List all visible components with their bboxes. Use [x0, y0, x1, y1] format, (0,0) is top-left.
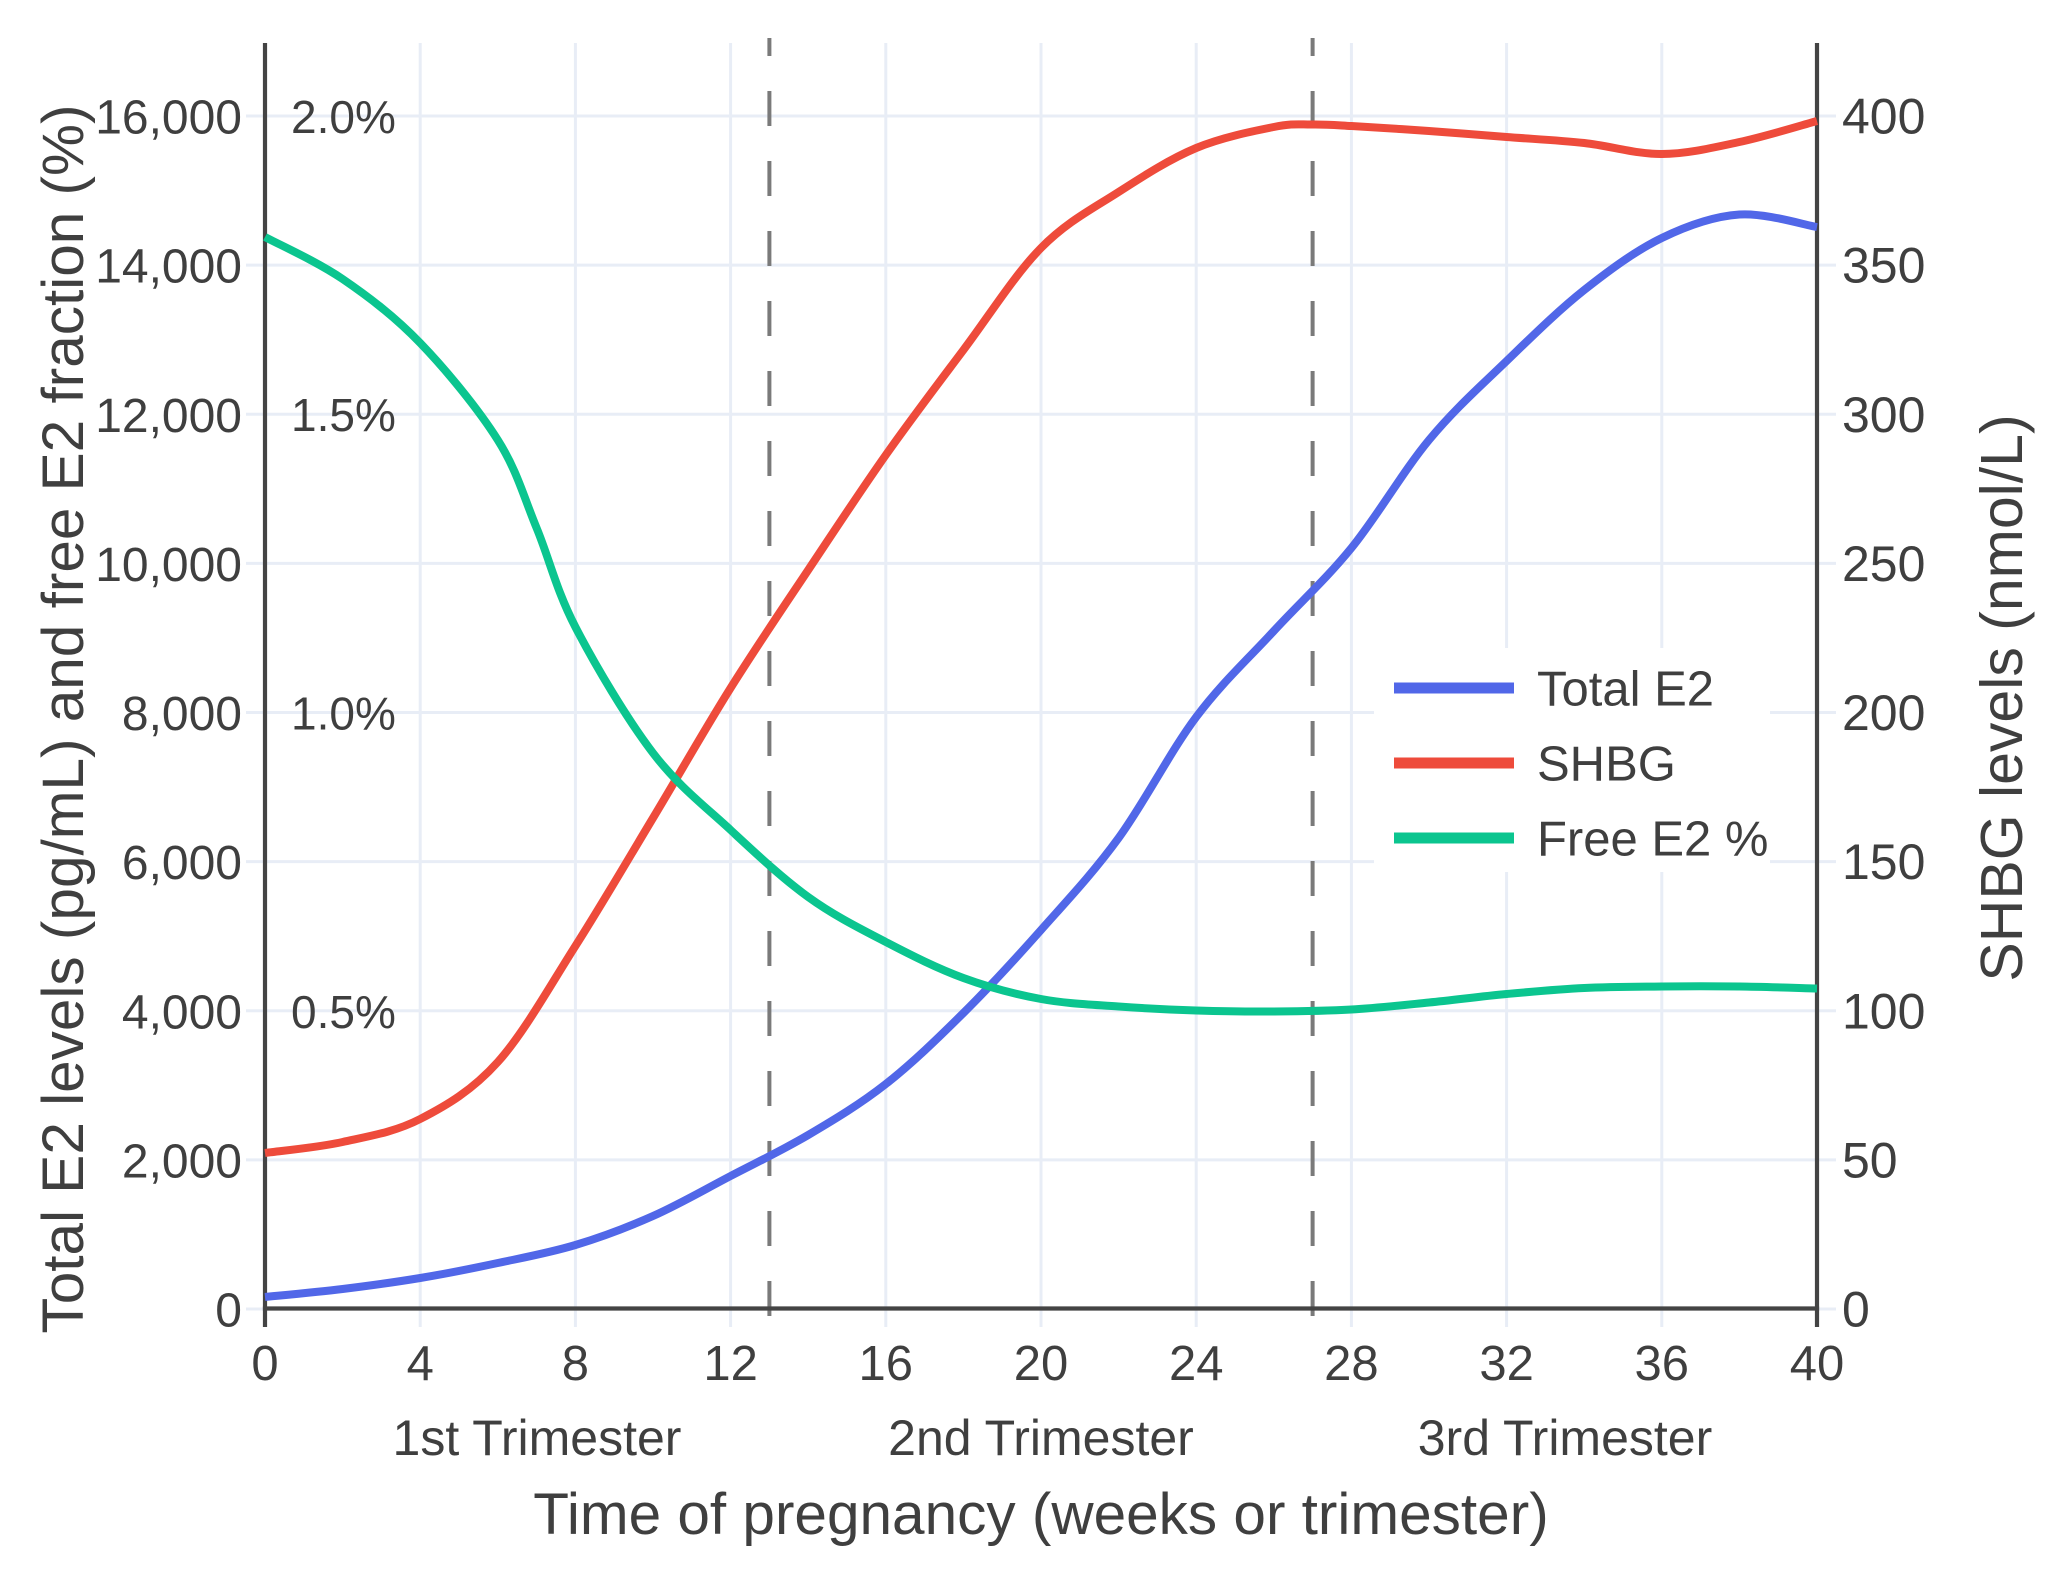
svg-text:32: 32	[1479, 1337, 1534, 1391]
svg-text:350: 350	[1842, 238, 1925, 294]
svg-text:300: 300	[1842, 387, 1925, 443]
svg-text:2,000: 2,000	[122, 1136, 242, 1189]
svg-text:250: 250	[1842, 536, 1925, 592]
svg-text:3rd Trimester: 3rd Trimester	[1418, 1410, 1713, 1466]
svg-text:12,000: 12,000	[95, 390, 242, 443]
svg-text:1.0%: 1.0%	[291, 688, 396, 740]
svg-text:400: 400	[1842, 89, 1925, 145]
svg-text:150: 150	[1842, 834, 1925, 890]
svg-text:Free E2 %: Free E2 %	[1537, 813, 1768, 867]
svg-text:16,000: 16,000	[95, 92, 242, 145]
svg-text:2.0%: 2.0%	[291, 91, 396, 143]
svg-text:Total E2 levels (pg/mL) and fr: Total E2 levels (pg/mL) and free E2 frac…	[31, 104, 96, 1333]
svg-text:Time of pregnancy (weeks or tr: Time of pregnancy (weeks or trimester)	[533, 1482, 1548, 1547]
svg-text:Total E2: Total E2	[1537, 663, 1714, 717]
svg-text:0.5%: 0.5%	[291, 986, 396, 1038]
svg-text:1.5%: 1.5%	[291, 389, 396, 441]
svg-text:6,000: 6,000	[122, 837, 242, 890]
svg-text:4,000: 4,000	[122, 986, 242, 1039]
svg-text:12: 12	[703, 1337, 758, 1391]
svg-text:24: 24	[1169, 1337, 1224, 1391]
svg-text:20: 20	[1014, 1337, 1069, 1391]
svg-text:36: 36	[1635, 1337, 1690, 1391]
svg-text:2nd Trimester: 2nd Trimester	[888, 1410, 1194, 1466]
svg-text:100: 100	[1842, 983, 1925, 1039]
svg-text:8: 8	[562, 1337, 589, 1391]
svg-text:1st Trimester: 1st Trimester	[393, 1410, 682, 1466]
svg-text:0: 0	[251, 1337, 278, 1391]
svg-text:50: 50	[1842, 1133, 1898, 1189]
svg-text:4: 4	[407, 1337, 434, 1391]
svg-text:0: 0	[1842, 1282, 1870, 1338]
svg-text:SHBG levels (nmol/L): SHBG levels (nmol/L)	[1969, 414, 2035, 981]
svg-text:28: 28	[1324, 1337, 1379, 1391]
svg-text:16: 16	[859, 1337, 914, 1391]
svg-text:SHBG: SHBG	[1537, 738, 1676, 792]
svg-text:10,000: 10,000	[95, 539, 242, 592]
svg-text:40: 40	[1790, 1337, 1845, 1391]
svg-text:8,000: 8,000	[122, 688, 242, 741]
svg-text:14,000: 14,000	[95, 241, 242, 294]
svg-text:200: 200	[1842, 685, 1925, 741]
svg-text:0: 0	[215, 1285, 242, 1338]
